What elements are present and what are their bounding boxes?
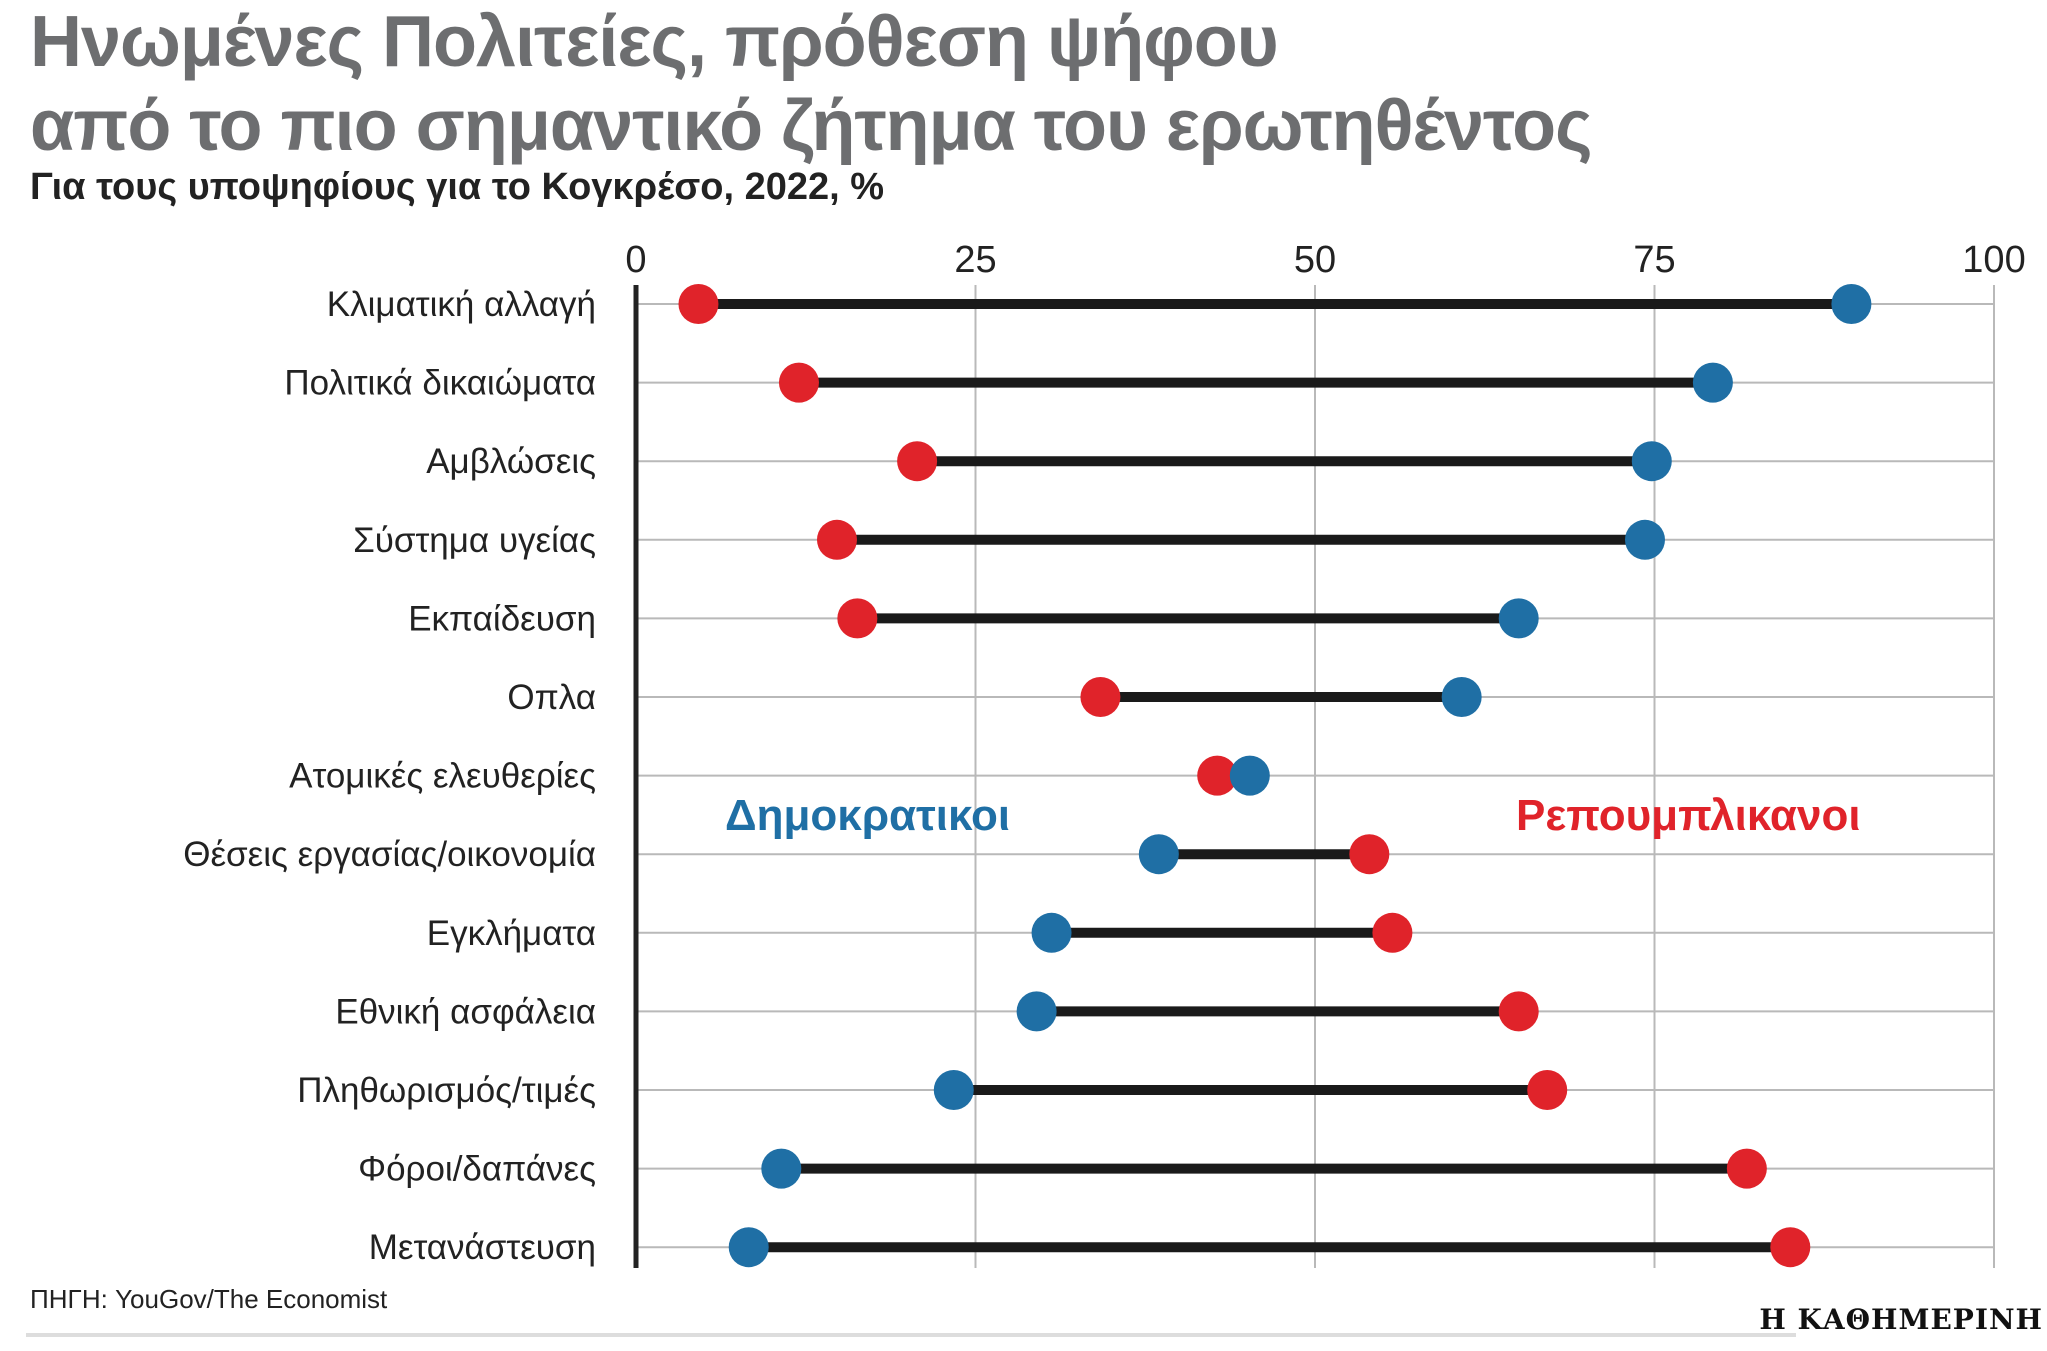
republican-point: [816, 519, 857, 560]
title-line-1: Ηνωμένες Πολιτείες, πρόθεση ψήφου: [30, 2, 1279, 82]
republican-point: [897, 441, 938, 482]
republican-point: [1372, 912, 1413, 953]
republican-point: [778, 362, 819, 403]
category-label: Φόροι/δαπάνες: [358, 1150, 596, 1189]
chart-subtitle: Για τους υποψηφίους για το Κογκρέσο, 202…: [30, 166, 885, 208]
republican-point: [1498, 991, 1539, 1032]
x-tick-label-0: 0: [625, 239, 646, 281]
republican-point: [1770, 1227, 1811, 1268]
republican-point: [678, 284, 719, 324]
republican-point: [1527, 1070, 1568, 1110]
category-label: Μετανάστευση: [369, 1228, 596, 1267]
democrat-point: [1138, 834, 1179, 875]
category-label: Οπλα: [507, 678, 596, 717]
title-line-2: από το πιο σημαντικό ζήτημα του ερωτηθέν…: [30, 86, 1593, 166]
category-label: Πληθωρισμός/τιμές: [297, 1071, 596, 1110]
category-label: Θέσεις εργασίας/οικονομία: [183, 835, 596, 874]
democrat-point: [1692, 362, 1733, 403]
x-tick-label-100: 100: [1962, 239, 2025, 281]
republican-point: [1726, 1148, 1767, 1189]
category-label: Κλιματική αλλαγή: [327, 285, 596, 324]
republican-point: [1080, 677, 1121, 717]
series-label-republicans: Ρεπουμπλικανοι: [1516, 791, 1861, 840]
x-tick-label-75: 75: [1633, 239, 1675, 281]
democrat-point: [728, 1227, 769, 1268]
category-label: Ατομικές ελευθερίες: [289, 757, 596, 796]
x-tick-label-25: 25: [954, 239, 996, 281]
democrat-point: [1016, 991, 1057, 1032]
democrat-point: [1831, 284, 1872, 324]
publisher-logo: Η ΚΑΘΗΜΕΡΙΝΗ: [1759, 1303, 2043, 1336]
democrat-point: [1441, 677, 1482, 717]
democrat-point: [1624, 519, 1665, 560]
category-label: Εγκλήματα: [427, 914, 596, 953]
democrat-point: [761, 1148, 802, 1189]
republican-point: [1349, 834, 1390, 875]
democrat-point: [1229, 755, 1270, 796]
x-tick-label-50: 50: [1294, 239, 1336, 281]
democrat-point: [1031, 912, 1072, 953]
republican-point: [837, 598, 878, 639]
democrat-point: [1631, 441, 1672, 482]
category-label: Πολιτικά δικαιώματα: [284, 364, 596, 403]
source-note: ΠΗΓΗ: YouGov/The Economist: [30, 1284, 388, 1314]
series-label-democrats: Δημοκρατικοι: [725, 791, 1010, 840]
footer-divider: [26, 1333, 1796, 1337]
category-label: Σύστημα υγείας: [353, 521, 596, 560]
chart-title: Ηνωμένες Πολιτείες, πρόθεση ψήφου από το…: [30, 0, 2010, 168]
category-label: Εθνική ασφάλεια: [335, 992, 596, 1031]
category-label: Αμβλώσεις: [426, 442, 596, 481]
democrat-point: [1498, 598, 1539, 639]
category-label: Εκπαίδευση: [408, 599, 596, 638]
republican-point: [1197, 755, 1238, 796]
democrat-point: [933, 1070, 974, 1110]
